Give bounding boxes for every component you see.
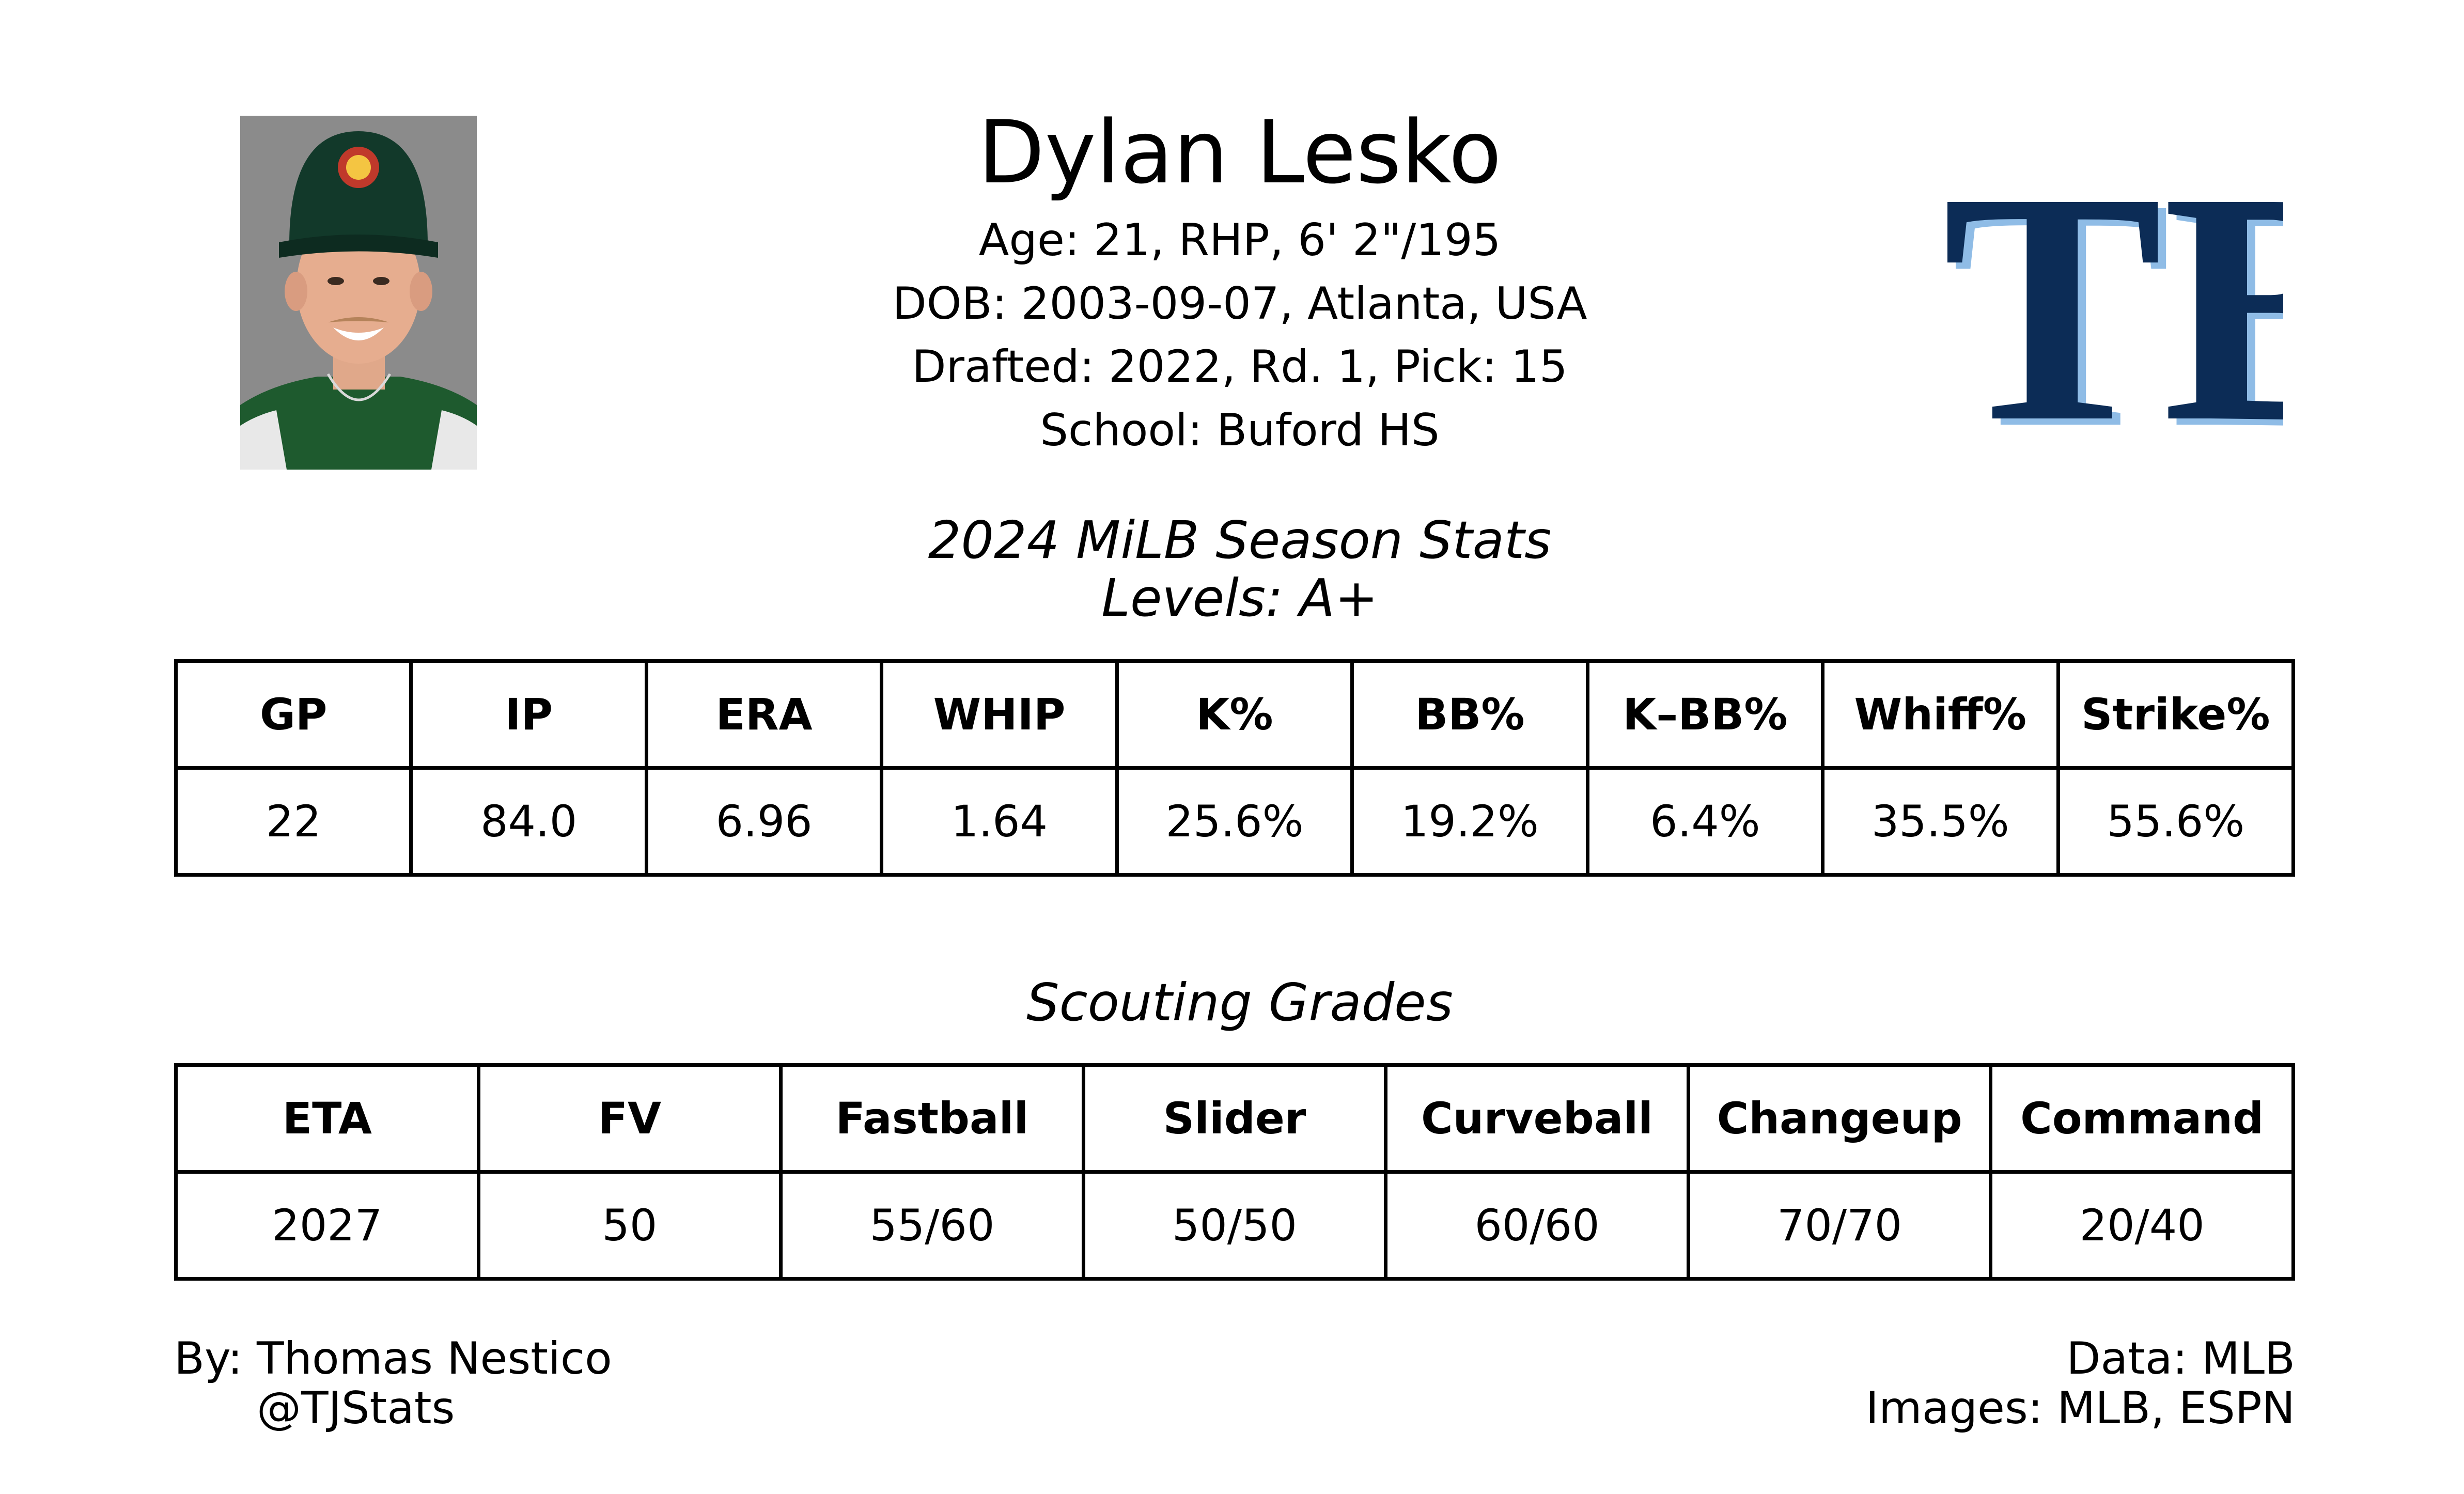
stats-value-cell: 55.6% bbox=[2056, 766, 2295, 877]
scouting-grades-table: ETA FV Fastball Slider Curveball Changeu… bbox=[174, 1063, 2295, 1281]
tb-logo-main-text: TB bbox=[1942, 139, 2283, 449]
stats-header-cell: Strike% bbox=[2056, 659, 2295, 770]
stats-value-cell: 22 bbox=[174, 766, 413, 877]
season-stats-table: GP IP ERA WHIP K% BB% K–BB% Whiff% Strik… bbox=[174, 659, 2295, 877]
author-credit: By: Thomas Nestico bbox=[174, 1333, 612, 1384]
player-name: Dylan Lesko bbox=[978, 102, 1502, 203]
stats-value-cell: 25.6% bbox=[1115, 766, 1354, 877]
stats-value-cell: 6.96 bbox=[644, 766, 884, 877]
player-headshot bbox=[240, 116, 477, 470]
grades-value-cell: 55/60 bbox=[779, 1170, 1085, 1281]
stats-value-cell: 6.4% bbox=[1585, 766, 1825, 877]
data-source: Data: MLB bbox=[2066, 1333, 2295, 1384]
tb-logo-icon: TB TB bbox=[1942, 139, 2283, 449]
grades-value-row: 2027 50 55/60 50/50 60/60 70/70 20/40 bbox=[174, 1170, 2295, 1281]
stats-value-row: 22 84.0 6.96 1.64 25.6% 19.2% 6.4% 35.5%… bbox=[174, 766, 2295, 877]
stats-header-cell: BB% bbox=[1350, 659, 1589, 770]
stats-header-cell: IP bbox=[409, 659, 648, 770]
stats-value-cell: 1.64 bbox=[880, 766, 1119, 877]
stats-header-cell: ERA bbox=[644, 659, 884, 770]
stats-header-cell: Whiff% bbox=[1821, 659, 2060, 770]
player-drafted-line: Drafted: 2022, Rd. 1, Pick: 15 bbox=[912, 341, 1568, 393]
images-source: Images: MLB, ESPN bbox=[1865, 1382, 2295, 1434]
tb-logo-outline-text: TB bbox=[1951, 139, 2283, 449]
player-school-line: School: Buford HS bbox=[1040, 404, 1440, 456]
stats-header-cell: WHIP bbox=[880, 659, 1119, 770]
stats-header-cell: K% bbox=[1115, 659, 1354, 770]
grades-header-cell: Fastball bbox=[779, 1063, 1085, 1174]
stats-value-cell: 19.2% bbox=[1350, 766, 1589, 877]
grades-value-cell: 70/70 bbox=[1686, 1170, 1993, 1281]
scouting-grades-title: Scouting Grades bbox=[1026, 972, 1453, 1033]
grades-header-row: ETA FV Fastball Slider Curveball Changeu… bbox=[174, 1063, 2295, 1174]
player-age-line: Age: 21, RHP, 6' 2"/195 bbox=[978, 214, 1501, 266]
grades-header-cell: ETA bbox=[174, 1063, 480, 1174]
stats-value-cell: 84.0 bbox=[409, 766, 648, 877]
grades-value-cell: 20/40 bbox=[1989, 1170, 2295, 1281]
author-handle: @TJStats bbox=[257, 1382, 455, 1434]
grades-header-cell: Changeup bbox=[1686, 1063, 1993, 1174]
grades-header-cell: Slider bbox=[1081, 1063, 1388, 1174]
grades-value-cell: 2027 bbox=[174, 1170, 480, 1281]
grades-header-cell: FV bbox=[476, 1063, 783, 1174]
stats-header-row: GP IP ERA WHIP K% BB% K–BB% Whiff% Strik… bbox=[174, 659, 2295, 770]
stats-value-cell: 35.5% bbox=[1821, 766, 2060, 877]
grades-value-cell: 60/60 bbox=[1384, 1170, 1690, 1281]
player-dob-line: DOB: 2003-09-07, Atlanta, USA bbox=[892, 278, 1587, 330]
season-stats-title: 2024 MiLB Season Stats bbox=[928, 510, 1552, 570]
grades-header-cell: Curveball bbox=[1384, 1063, 1690, 1174]
grades-value-cell: 50/50 bbox=[1081, 1170, 1388, 1281]
season-levels: Levels: A+ bbox=[1101, 568, 1378, 628]
stats-header-cell: GP bbox=[174, 659, 413, 770]
grades-value-cell: 50 bbox=[476, 1170, 783, 1281]
grades-header-cell: Command bbox=[1989, 1063, 2295, 1174]
stats-header-cell: K–BB% bbox=[1585, 659, 1825, 770]
